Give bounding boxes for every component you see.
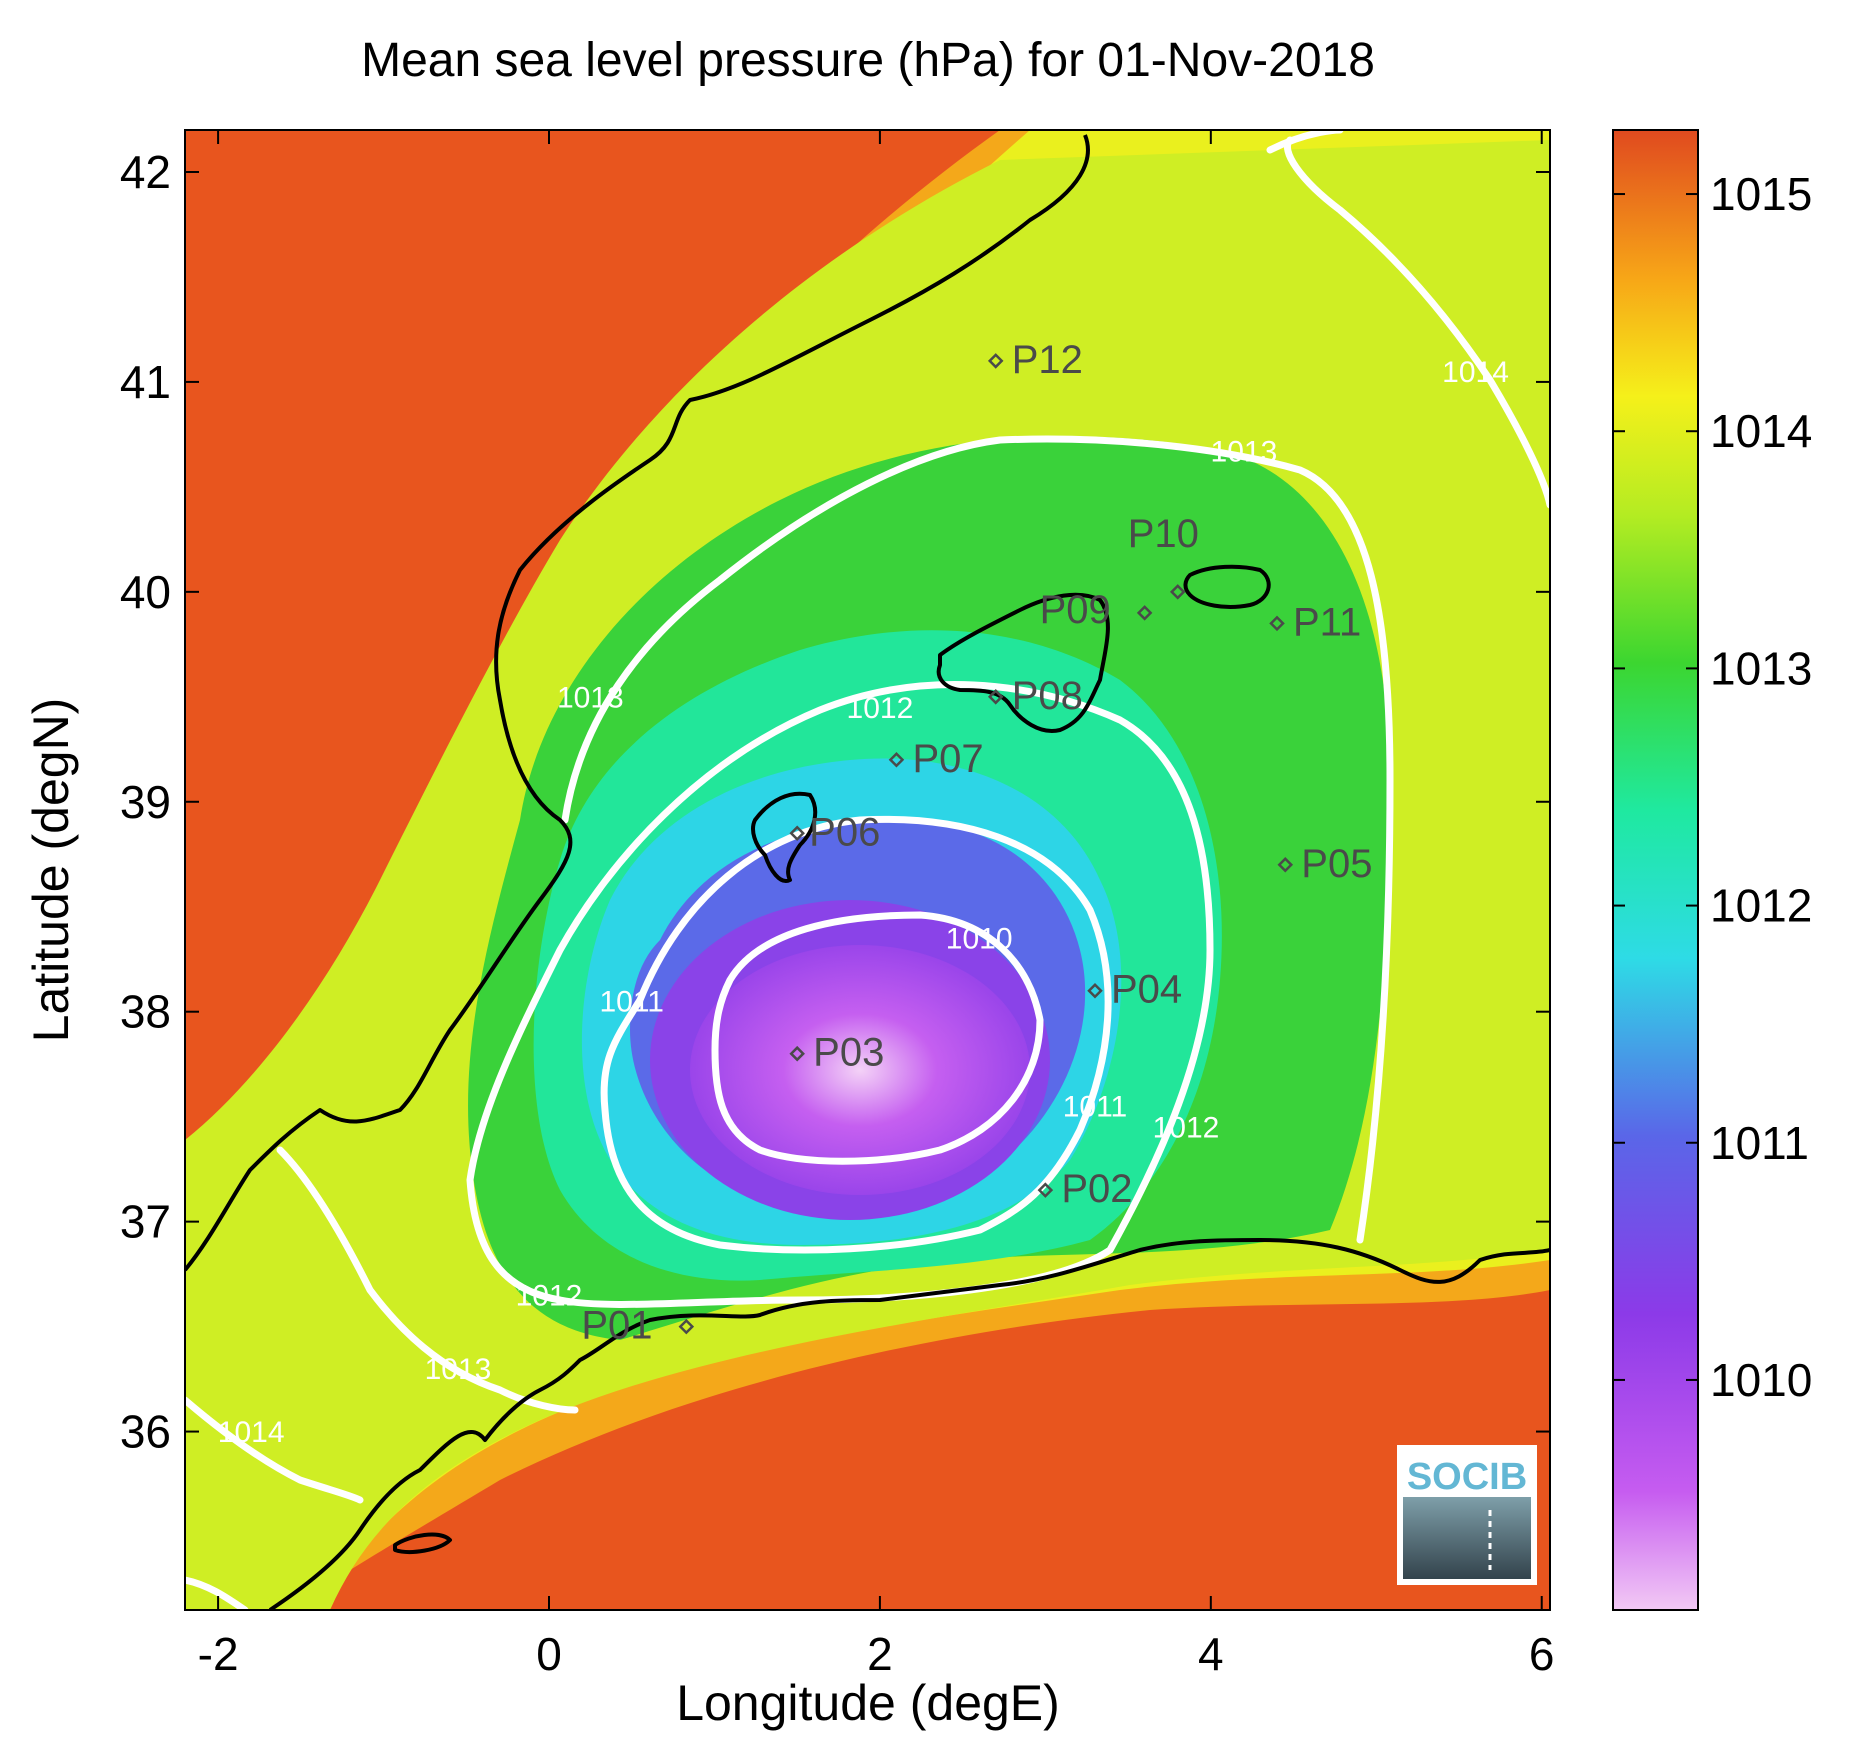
x-axis-label: Longitude (degE) — [676, 1675, 1060, 1731]
contour-label: 1012 — [847, 692, 914, 725]
x-tick-label: 6 — [1529, 1628, 1555, 1680]
contour-label: 1013 — [1211, 436, 1278, 469]
colorbar-tick-label: 1015 — [1710, 168, 1812, 220]
y-tick-label: 40 — [120, 566, 171, 618]
x-tick-label: -2 — [198, 1628, 239, 1680]
x-tick-label: 0 — [536, 1628, 562, 1680]
colorbar-gradient — [1612, 129, 1699, 1611]
station-marker — [789, 1045, 805, 1062]
station-label: P01 — [581, 1304, 652, 1348]
station-label: P10 — [1128, 512, 1199, 556]
colorbar-tick-label: 1014 — [1710, 405, 1812, 457]
contour-label: 1013 — [425, 1353, 492, 1386]
africa-coastline — [268, 1238, 1550, 1610]
colorbar-tick-label: 1010 — [1710, 1354, 1812, 1406]
colorbar-tick-label: 1013 — [1710, 642, 1812, 694]
station-marker — [678, 1318, 695, 1335]
alboran-coastline — [393, 1532, 452, 1554]
y-axis-label: Latitude (degN) — [23, 698, 79, 1043]
station-label: P05 — [1301, 842, 1372, 886]
contour-label: 1012 — [516, 1280, 583, 1313]
station-marker — [987, 689, 1004, 705]
x-tick-label: 2 — [867, 1628, 893, 1680]
colorbar-tick-label: 1012 — [1710, 880, 1812, 932]
coastline — [185, 134, 1550, 1610]
contour-1013-south — [276, 1146, 579, 1414]
contour-label: 1014 — [218, 1416, 285, 1449]
station-label: P04 — [1111, 968, 1182, 1012]
station-label: P06 — [809, 810, 880, 854]
station-label: P08 — [1012, 674, 1083, 718]
contour-label: 1011 — [599, 986, 664, 1019]
ibiza-coastline — [751, 791, 818, 883]
x-axis-ticks: -2 0 2 4 6 — [198, 130, 1555, 1680]
station-marker — [888, 752, 905, 768]
contour-1014-corner — [185, 1576, 249, 1610]
stations-layer: P01 P02 P03 P04 P05 P06 P07 P08 P09 P10 P11 P12 — [581, 338, 1372, 1348]
contour-1012 — [466, 681, 1214, 1308]
colorbar: 1010 1011 1012 1013 1014 1015 — [1612, 129, 1812, 1611]
y-axis-ticks: 36 37 38 39 40 41 42 — [120, 146, 1550, 1458]
socib-logo: SOCIB — [1397, 1445, 1537, 1585]
contour-label: 1010 — [946, 923, 1013, 956]
mallorca-coastline — [936, 592, 1110, 733]
y-tick-label: 37 — [120, 1196, 171, 1248]
contour-label-layer: 1010 1011 1011 1012 1012 1012 1013 1013 1013 1014… — [218, 356, 1509, 1449]
socib-logo-text: SOCIB — [1407, 1456, 1527, 1498]
station-label: P12 — [1012, 338, 1083, 382]
colorbar-tick-label: 1011 — [1710, 1117, 1809, 1169]
contour-label: 1014 — [1442, 356, 1509, 389]
y-tick-label: 36 — [120, 1406, 171, 1458]
contour-1010 — [711, 911, 1044, 1165]
station-marker — [1136, 605, 1153, 621]
contour-1011 — [600, 815, 1112, 1254]
plot-frame — [184, 129, 1551, 1611]
contour-1013 — [561, 435, 1394, 1244]
y-tick-label: 42 — [120, 146, 171, 198]
station-label: P11 — [1293, 600, 1361, 644]
map-title: Mean sea level pressure (hPa) for 01-Nov… — [361, 34, 1375, 87]
station-marker — [1037, 1182, 1054, 1198]
station-marker — [1169, 584, 1186, 600]
station-label: P02 — [1061, 1167, 1132, 1211]
station-label: P03 — [813, 1031, 884, 1075]
colorbar-ticks: 1010 1011 1012 1013 1014 1015 — [1613, 168, 1812, 1406]
station-marker — [789, 825, 805, 842]
station-marker — [1277, 856, 1294, 873]
contour-label: 1013 — [557, 681, 624, 714]
x-tick-label: 4 — [1198, 1628, 1224, 1680]
station-label: P07 — [912, 737, 983, 781]
contour-label: 1012 — [1153, 1112, 1220, 1145]
contour-1014-southwest — [185, 1396, 364, 1504]
station-marker — [987, 353, 1004, 369]
menorca-coastline — [1183, 564, 1271, 609]
y-tick-label: 39 — [120, 776, 171, 828]
station-marker — [1087, 982, 1103, 999]
iberia-coastline — [185, 134, 1090, 1272]
station-label: P09 — [1040, 588, 1111, 632]
contour-label: 1011 — [1063, 1091, 1128, 1124]
station-marker — [1269, 615, 1285, 632]
y-tick-label: 41 — [120, 356, 171, 408]
y-tick-label: 38 — [120, 986, 171, 1038]
